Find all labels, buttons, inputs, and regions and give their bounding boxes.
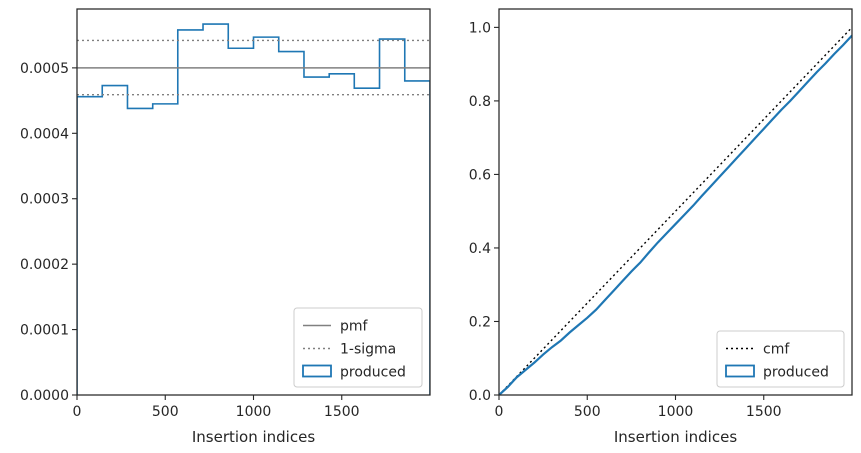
x-tick-label: 0 [495, 404, 504, 420]
y-tick-label: 0.2 [469, 314, 491, 330]
y-tick-label: 0.0003 [20, 192, 69, 208]
x-axis-label: Insertion indices [192, 428, 315, 446]
x-tick-label: 500 [574, 404, 601, 420]
chart-panel-1: 0 500 1000 1500 0.0000 0.0001 0.0002 0.0003 0.00… [20, 8, 431, 446]
histogram-produced [77, 23, 430, 395]
y-tick-label: 0.0004 [20, 126, 69, 142]
legend-label-produced: produced [763, 365, 829, 381]
x-tick-label: 1000 [658, 404, 694, 420]
y-tick-label: 0.8 [469, 94, 491, 110]
x-tick-label: 1000 [236, 404, 272, 420]
y-tick-label: 0.0 [469, 388, 491, 404]
x-tick-label: 1500 [746, 404, 782, 420]
legend-label-produced: produced [340, 365, 406, 381]
series-line-produced [499, 34, 852, 395]
x-tick-label: 1500 [324, 404, 360, 420]
legend-label-pmf: pmf [340, 319, 369, 335]
legend-handle-produced [725, 364, 755, 378]
y-tick-label: 0.6 [469, 167, 491, 183]
y-tick-label: 0.4 [469, 241, 491, 257]
x-axis-label: Insertion indices [614, 428, 737, 446]
legend-handle-produced [302, 364, 332, 378]
chart-panel-2: 0 500 1000 1500 0.0 0.2 0.4 0.6 0.8 1.0 Insertion … [469, 8, 853, 446]
plot-area [77, 23, 430, 395]
plot-area [499, 26, 852, 395]
y-tick-label: 0.0002 [20, 257, 69, 273]
legend-label-cmf: cmf [763, 342, 790, 358]
y-tick-label: 0.0005 [20, 61, 69, 77]
x-tick-label: 0 [73, 404, 82, 420]
legend-label-1-sigma: 1-sigma [340, 342, 396, 358]
legend-frame [716, 330, 845, 388]
y-tick-label: 0.0001 [20, 323, 69, 339]
legend: cmf produced [716, 330, 845, 388]
legend-frame [293, 307, 423, 388]
y-tick-label: 0.0000 [20, 388, 69, 404]
legend: pmf 1-sigma produced [293, 307, 423, 388]
x-tick-label: 500 [152, 404, 179, 420]
y-tick-label: 1.0 [469, 20, 491, 36]
